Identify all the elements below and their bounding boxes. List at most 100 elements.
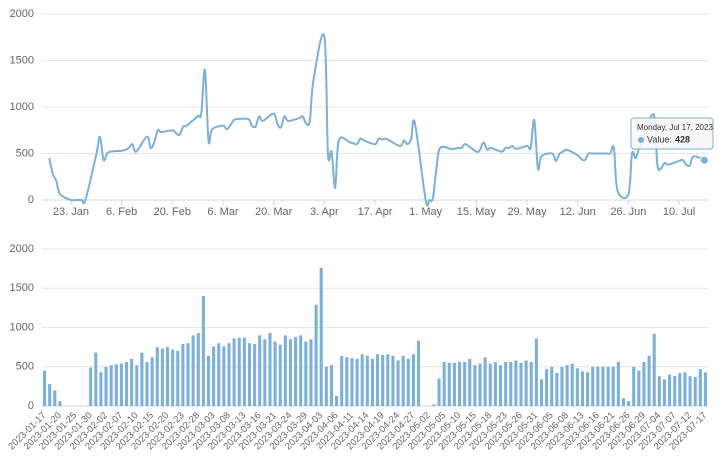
bar <box>217 343 221 406</box>
bar <box>355 358 359 406</box>
bar <box>596 366 600 406</box>
bar <box>411 354 415 406</box>
bar <box>565 365 569 406</box>
bar <box>519 362 523 406</box>
bar <box>370 358 374 406</box>
bar <box>119 363 123 406</box>
bar <box>124 362 129 406</box>
tooltip-title: Monday, Jul 17, 2023 <box>637 123 713 132</box>
bar <box>442 362 446 406</box>
bar <box>171 349 175 406</box>
y-tick-label: 0 <box>28 194 34 206</box>
bar <box>242 337 246 406</box>
y-tick-label: 2000 <box>10 8 34 20</box>
bar <box>386 354 390 406</box>
bar <box>186 343 190 406</box>
bar <box>580 371 585 406</box>
bar <box>698 369 702 406</box>
bar <box>227 343 231 406</box>
bar <box>642 362 646 406</box>
x-tick-label: 1. May <box>409 206 443 218</box>
bar <box>688 376 692 406</box>
bar <box>268 332 272 406</box>
bar <box>335 395 339 406</box>
bar <box>493 362 497 406</box>
bar <box>130 358 134 406</box>
bar <box>673 376 677 406</box>
bar <box>657 376 661 406</box>
bar <box>637 370 641 406</box>
bar <box>232 338 236 406</box>
y-tick-label: 500 <box>16 147 34 159</box>
bar <box>647 355 651 406</box>
bar <box>683 372 687 406</box>
bar <box>299 335 303 406</box>
bar <box>196 332 200 406</box>
y-tick-label: 0 <box>28 400 34 412</box>
bar <box>632 366 636 406</box>
y-tick-label: 1500 <box>10 54 34 66</box>
bar <box>273 341 277 406</box>
y-tick-label: 1000 <box>10 321 34 333</box>
bar <box>391 355 395 406</box>
bar <box>104 366 108 406</box>
bar <box>345 357 349 406</box>
bar <box>381 354 385 406</box>
tooltip-dot <box>638 137 644 143</box>
bar <box>165 347 170 406</box>
bar <box>432 404 436 406</box>
bar <box>283 335 287 406</box>
bar <box>360 354 364 406</box>
bar <box>114 364 118 406</box>
x-tick-label: 17. Apr <box>358 206 393 218</box>
bar <box>591 366 595 406</box>
x-tick-label: 3. Apr <box>310 206 339 218</box>
bar <box>278 344 282 406</box>
bar <box>365 355 369 406</box>
bar <box>555 373 559 406</box>
bar <box>247 343 252 406</box>
bar <box>201 296 205 406</box>
bar <box>258 335 262 406</box>
bar <box>176 351 180 406</box>
x-tick-label: 26. Jun <box>610 206 646 218</box>
bar <box>319 267 323 406</box>
bar <box>376 354 380 406</box>
bar <box>53 390 57 406</box>
x-tick-label: 12. Jun <box>560 206 596 218</box>
bar <box>473 365 477 406</box>
bar <box>452 362 456 406</box>
bar <box>483 357 487 406</box>
x-tick-label: 20. Mar <box>255 206 293 218</box>
x-tick-label: 29. May <box>507 206 547 218</box>
bar <box>263 339 267 406</box>
bar <box>253 343 257 406</box>
line-series <box>48 33 705 207</box>
hover-marker <box>699 155 709 165</box>
bar <box>329 365 333 406</box>
bar <box>570 363 574 406</box>
y-tick-label: 1000 <box>10 101 34 113</box>
tooltip: Monday, Jul 17, 2023 Value: 428 <box>630 117 714 150</box>
bar <box>324 366 328 406</box>
bar <box>668 374 672 406</box>
bar <box>109 365 113 406</box>
bar <box>498 365 503 406</box>
bar <box>155 347 159 406</box>
bar <box>447 362 451 406</box>
bar <box>89 367 93 406</box>
tooltip-value: 428 <box>675 134 690 144</box>
bar <box>401 355 405 406</box>
bar <box>160 348 164 406</box>
bar <box>99 372 103 406</box>
bar <box>406 358 410 406</box>
bar <box>524 360 528 406</box>
bar <box>94 352 98 406</box>
tooltip-label: Value: <box>647 134 672 144</box>
bar <box>181 343 185 406</box>
bar <box>58 401 62 406</box>
bar <box>514 360 518 406</box>
bar <box>545 369 549 406</box>
y-tick-label: 1500 <box>10 282 34 294</box>
